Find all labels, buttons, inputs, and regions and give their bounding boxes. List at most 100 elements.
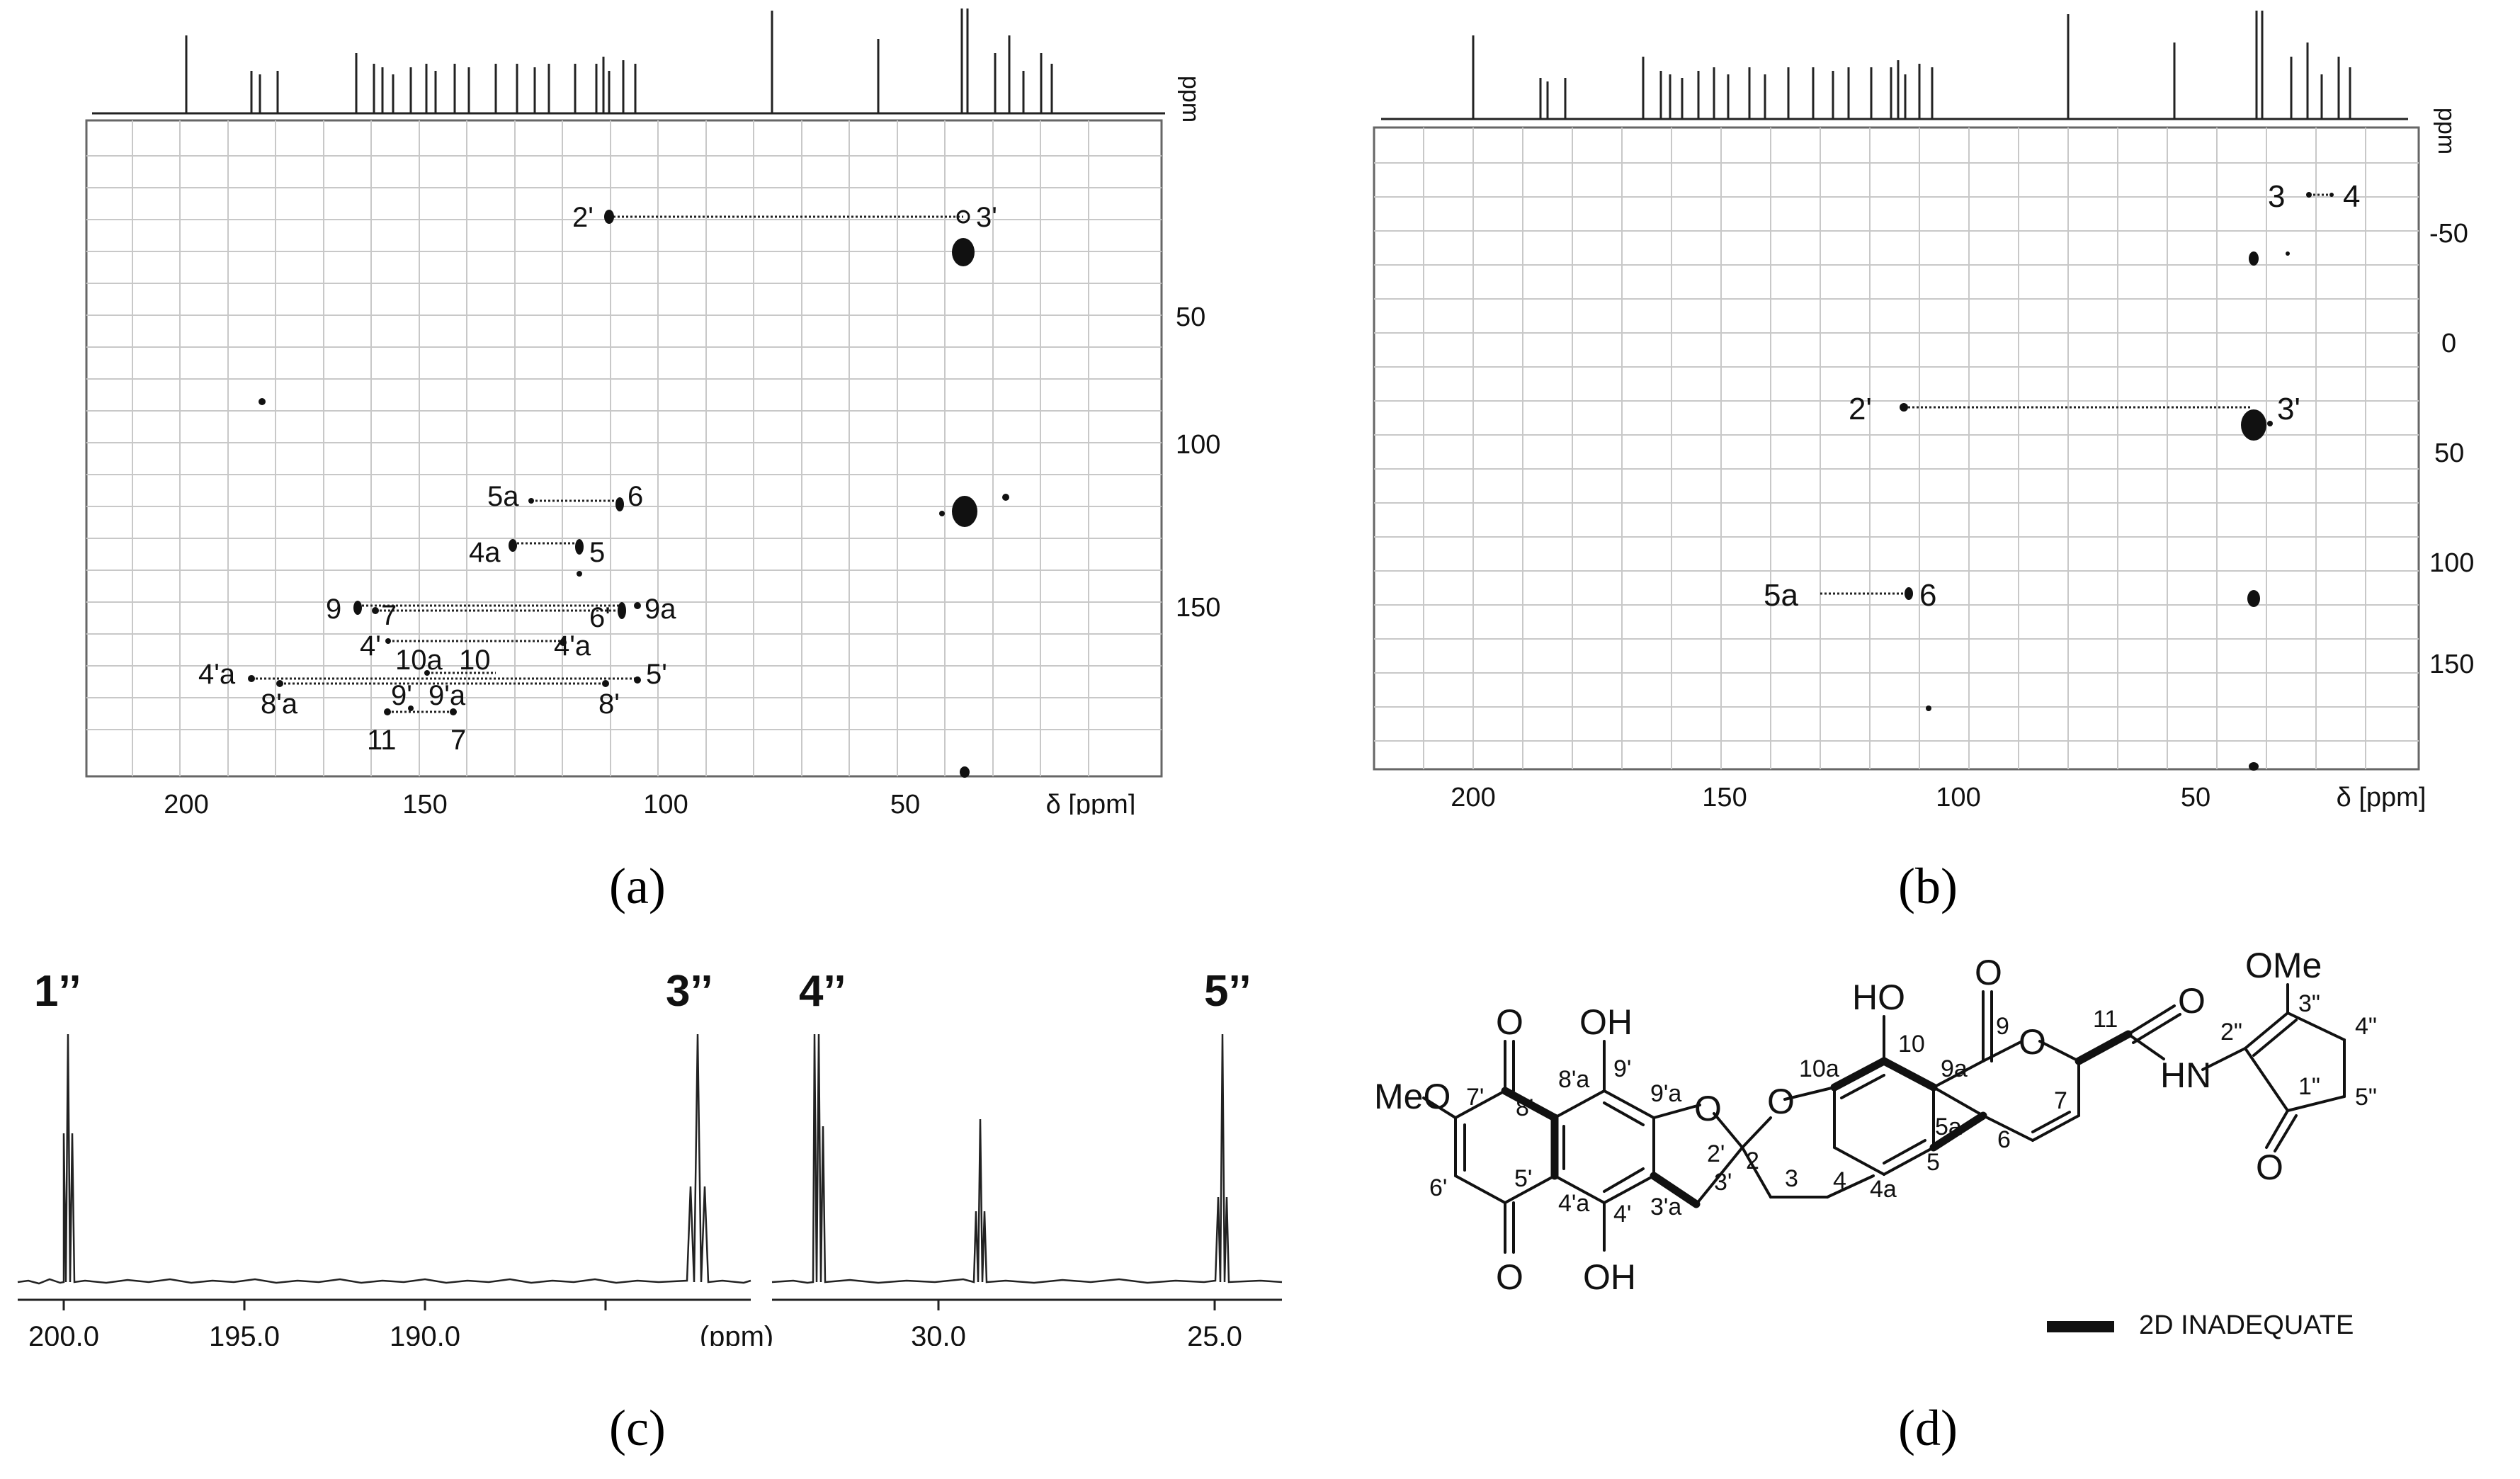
panel-a-grid [86, 120, 1162, 776]
panel-b-label-6: 6 [1919, 578, 1936, 613]
panel-a-x-tick-50: 50 [890, 790, 920, 815]
atom-4prime-a: 4'a [1558, 1190, 1589, 1217]
panel-b-plot-frame [1373, 126, 2420, 771]
panel-c-x-tick-190: 190.0 [390, 1321, 460, 1346]
panel-a-label-7: 7 [381, 600, 397, 631]
atom-7: 7 [2054, 1087, 2067, 1114]
atom-3prime: 3' [1714, 1169, 1732, 1196]
panel-a-label-9: 9 [326, 594, 341, 625]
panel-c-caption: (c) [609, 1400, 666, 1456]
panel-b-caption: (b) [1898, 858, 1958, 914]
panel-b-label-2prime: 2' [1849, 392, 1872, 426]
panel-c-unit: (ppm) [700, 1321, 773, 1346]
panel-c-peak-label-3: 3’’ [666, 967, 713, 1016]
oxygen-amide: O [2178, 981, 2206, 1021]
molecule-bold-bonds [1501, 1030, 2133, 1208]
panel-a-correlation-lines [251, 215, 963, 713]
atom-7prime: 7' [1466, 1084, 1484, 1111]
panel-b-y-tick-100: 100 [2429, 548, 2474, 578]
atom-4: 4 [1833, 1167, 1846, 1194]
atom-2dprime: 2" [2220, 1019, 2242, 1046]
atom-8prime: 8' [1516, 1094, 1533, 1121]
panel-c-x-tick-25: 25.0 [1187, 1321, 1242, 1346]
panel-a-label-3prime: 3' [976, 202, 997, 233]
panel-a-label-4prime-a-left: 4'a [198, 659, 236, 690]
panel-a-label-10: 10 [459, 645, 491, 676]
panel-a-x-tick-100: 100 [643, 790, 688, 815]
legend-label: 2D INADEQUATE [2139, 1310, 2354, 1340]
atom-4dprime: 4" [2355, 1013, 2377, 1040]
panel-b-peaks [1900, 192, 2334, 771]
panel-c-peak-label-4: 4’’ [799, 967, 846, 1016]
panel-a-x-axis-label: δ [ppm] [1046, 790, 1136, 815]
panel-a-plot-frame [85, 119, 1163, 778]
panel-a-2d-spectrum: 200 150 100 50 δ [ppm] ppm 50 100 150 2'… [85, 8, 1220, 815]
panel-a-label-6prime: 6' [589, 602, 611, 633]
atom-3dprime: 3" [2298, 990, 2320, 1017]
panel-b-grid [1374, 128, 2419, 769]
group-hn: HN [2160, 1055, 2211, 1095]
oxygen-ketone: O [2256, 1148, 2283, 1187]
atom-9: 9 [1996, 1013, 2009, 1040]
panel-a-label-5prime: 5' [646, 659, 667, 690]
atom-5a: 5a [1935, 1114, 1962, 1140]
atom-11: 11 [2093, 1006, 2118, 1033]
panel-c-x-tick-200: 200.0 [28, 1321, 99, 1346]
atom-6: 6 [1997, 1126, 2011, 1153]
oxygen-furan: O [1694, 1089, 1722, 1128]
panel-a-projection-spectrum [92, 8, 1165, 115]
panel-a-label-2prime: 2' [572, 202, 594, 233]
panel-d-structure: 2D INADEQUATE MeO OH OH HO OMe HN O O O … [1374, 946, 2377, 1340]
panel-b-x-axis-label: δ [ppm] [2337, 783, 2427, 812]
panel-a-x-tick-200: 200 [164, 790, 208, 815]
atom-3prime-a: 3'a [1650, 1194, 1681, 1220]
oxygen-8prime: O [1496, 1002, 1523, 1042]
atom-8prime-a: 8'a [1558, 1066, 1589, 1093]
panel-c-x-tick-195: 195.0 [209, 1321, 280, 1346]
panel-b-x-tick-50: 50 [2181, 783, 2210, 812]
panel-b-label-3: 3 [2268, 179, 2285, 214]
panel-b-label-5a: 5a [1764, 578, 1798, 613]
oxygen-lactone-carbonyl: O [1975, 953, 2002, 992]
panel-b-y-tick-50: 50 [2434, 438, 2464, 468]
panel-b-y-tick-0: 0 [2441, 329, 2456, 358]
panel-b-x-tick-200: 200 [1451, 783, 1495, 812]
oxygen-5prime: O [1496, 1257, 1523, 1297]
panel-b-x-tick-100: 100 [1936, 783, 1980, 812]
panel-a-caption: (a) [609, 858, 666, 914]
group-meo: MeO [1374, 1077, 1451, 1116]
panel-a-label-7-bottom: 7 [450, 725, 466, 756]
panel-a-label-4a: 4a [469, 537, 501, 568]
panel-a-label-8prime: 8' [598, 688, 620, 720]
panel-c-peak-label-5: 5’’ [1204, 967, 1252, 1016]
panel-a-x-tick-150: 150 [402, 790, 447, 815]
oxygen-lactone-ring: O [2019, 1022, 2046, 1062]
panel-a-label-9prime-a: 9'a [428, 680, 466, 711]
panel-a-y-tick-150: 150 [1176, 593, 1220, 623]
panel-a-label-4prime: 4' [360, 630, 381, 662]
panel-a-label-6: 6 [628, 481, 643, 512]
panel-a-label-4prime-a-right: 4'a [554, 630, 591, 662]
atom-10: 10 [1898, 1031, 1925, 1058]
panel-a-label-11: 11 [367, 725, 397, 756]
panel-a-y-unit: ppm [1177, 76, 1204, 123]
legend-bar [2047, 1321, 2114, 1332]
panel-c-1d-spectra: 1’’ 3’’ 4’’ 5’’ 200.0 195.0 190.0 (ppm) … [17, 967, 1283, 1346]
panel-b-label-4: 4 [2343, 179, 2360, 214]
panel-b-y-unit: ppm [2433, 108, 2460, 154]
panel-a-label-5: 5 [589, 537, 605, 568]
panel-a-peaks [248, 210, 1009, 778]
panel-c-right-spectrum [771, 1033, 1283, 1284]
atom-5dprime: 5" [2355, 1084, 2377, 1111]
atom-9prime-a: 9'a [1650, 1080, 1681, 1107]
atom-3: 3 [1785, 1165, 1798, 1192]
group-oh-bottom: OH [1583, 1257, 1636, 1297]
panel-c-left-spectrum [17, 1033, 751, 1285]
panel-a-y-tick-100: 100 [1176, 430, 1220, 460]
molecule-bonds [1422, 983, 2346, 1254]
panel-a-label-10a: 10a [395, 645, 443, 676]
panel-b-2d-spectrum: 200 150 100 50 δ [ppm] ppm -50 0 50 100 … [1373, 11, 2474, 812]
panel-c-x-tick-30: 30.0 [911, 1321, 966, 1346]
panel-b-label-3prime: 3' [2277, 392, 2300, 426]
panel-d-caption: (d) [1898, 1400, 1958, 1456]
